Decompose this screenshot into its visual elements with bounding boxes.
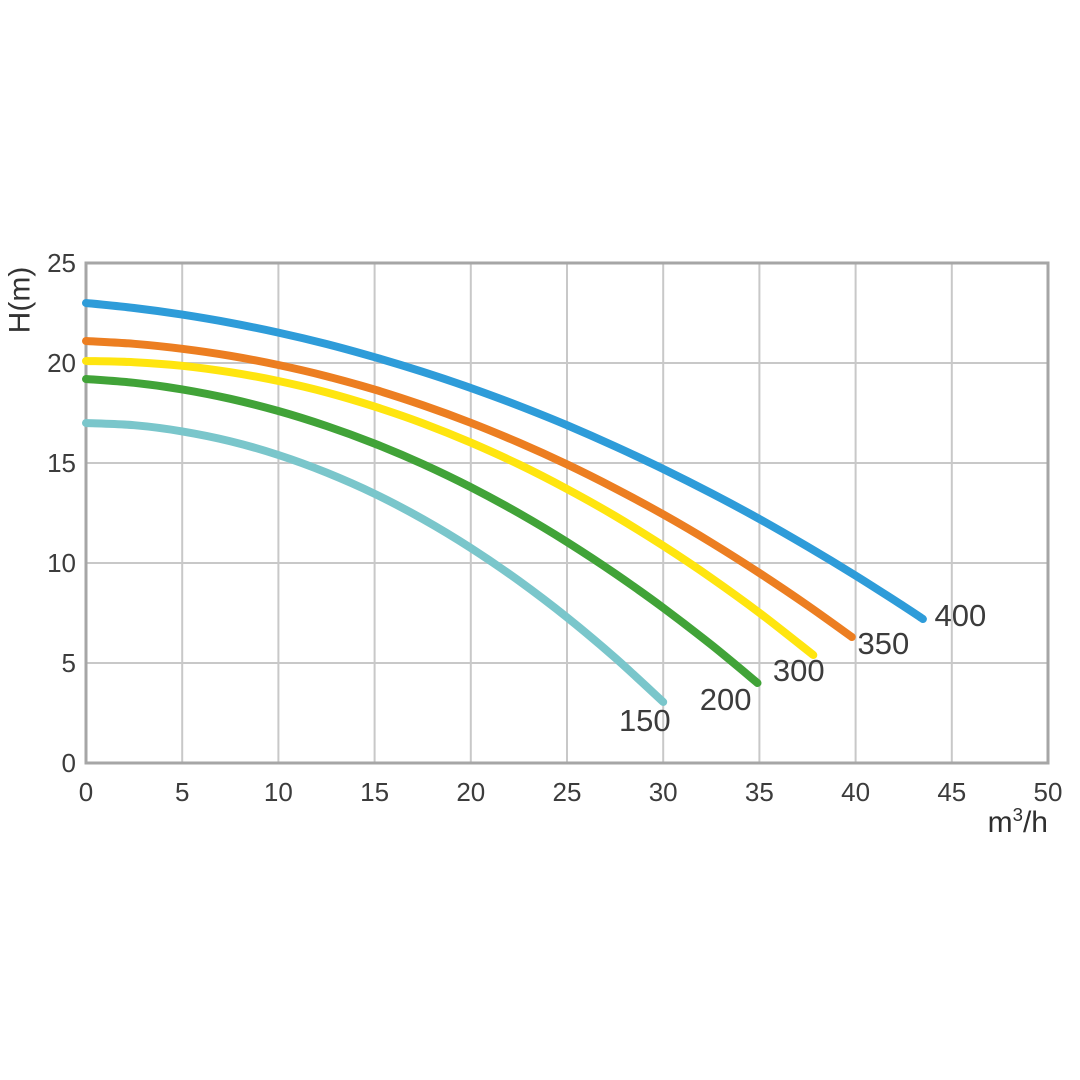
curve-label-200: 200 xyxy=(699,682,752,717)
curve-label-350: 350 xyxy=(857,626,910,661)
curve-300 xyxy=(82,357,818,659)
x-tick-label-30: 30 xyxy=(648,777,678,807)
x-tick-label-0: 0 xyxy=(78,777,94,807)
y-tick-label-0: 0 xyxy=(61,748,76,778)
x-tick-label-40: 40 xyxy=(841,777,871,807)
curve-200 xyxy=(82,375,762,687)
x-tick-label-45: 45 xyxy=(937,777,967,807)
x-tick-label-10: 10 xyxy=(263,777,293,807)
x-tick-label-25: 25 xyxy=(552,777,582,807)
y-tick-label-20: 20 xyxy=(47,348,76,378)
plot-border xyxy=(84,261,1050,765)
curve-label-300: 300 xyxy=(772,653,825,688)
x-tick-label-15: 15 xyxy=(360,777,390,807)
x-axis-title-base: m xyxy=(987,806,1013,839)
y-tick-label-25: 25 xyxy=(47,248,76,278)
x-axis-title-rest: /h xyxy=(1022,806,1048,839)
curve-150 xyxy=(82,419,668,706)
x-axis-title: m3/h xyxy=(987,804,1048,840)
x-tick-label-5: 5 xyxy=(174,777,190,807)
y-tick-label-5: 5 xyxy=(61,648,76,678)
x-axis-title-superscript: 3 xyxy=(1012,804,1023,825)
y-tick-label-15: 15 xyxy=(47,448,76,478)
x-tick-label-20: 20 xyxy=(456,777,486,807)
x-tick-label-35: 35 xyxy=(744,777,774,807)
x-tick-label-50: 50 xyxy=(1033,777,1063,807)
curve-label-400: 400 xyxy=(934,598,987,633)
curve-350 xyxy=(82,337,856,641)
y-tick-label-10: 10 xyxy=(47,548,76,578)
curve-400 xyxy=(82,299,927,623)
curve-label-150: 150 xyxy=(618,703,671,738)
